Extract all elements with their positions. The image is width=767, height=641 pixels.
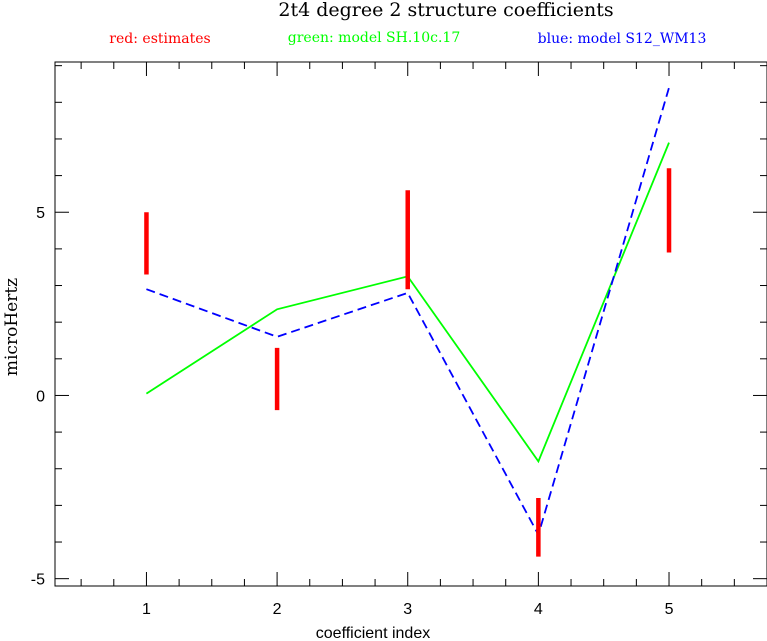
legend-red: red: estimates	[109, 31, 210, 47]
y-tick-label: -5	[31, 572, 45, 589]
x-tick-label: 1	[142, 601, 151, 618]
plot-frame	[54, 61, 767, 587]
chart-title: 2t4 degree 2 structure coefficients	[278, 0, 613, 21]
x-tick-label: 4	[534, 601, 543, 618]
x-tick-label: 2	[273, 601, 282, 618]
y-axis-label: microHertz	[2, 278, 22, 376]
x-tick-label: 5	[665, 601, 674, 618]
series-line-blue	[146, 87, 670, 538]
y-tick-label: 5	[36, 205, 45, 222]
estimates	[144, 168, 672, 557]
x-axis-label: coefficient index	[316, 625, 430, 641]
ticks	[55, 62, 767, 586]
y-tick-label: 0	[36, 388, 45, 405]
series-lines	[145, 87, 670, 538]
tick-labels: 1 2 3 4 5 -5 0 5	[31, 205, 674, 618]
legend-green: green: model SH.10c.17	[288, 30, 460, 46]
legend-blue: blue: model S12_WM13	[538, 31, 707, 47]
x-tick-label: 3	[403, 601, 412, 618]
